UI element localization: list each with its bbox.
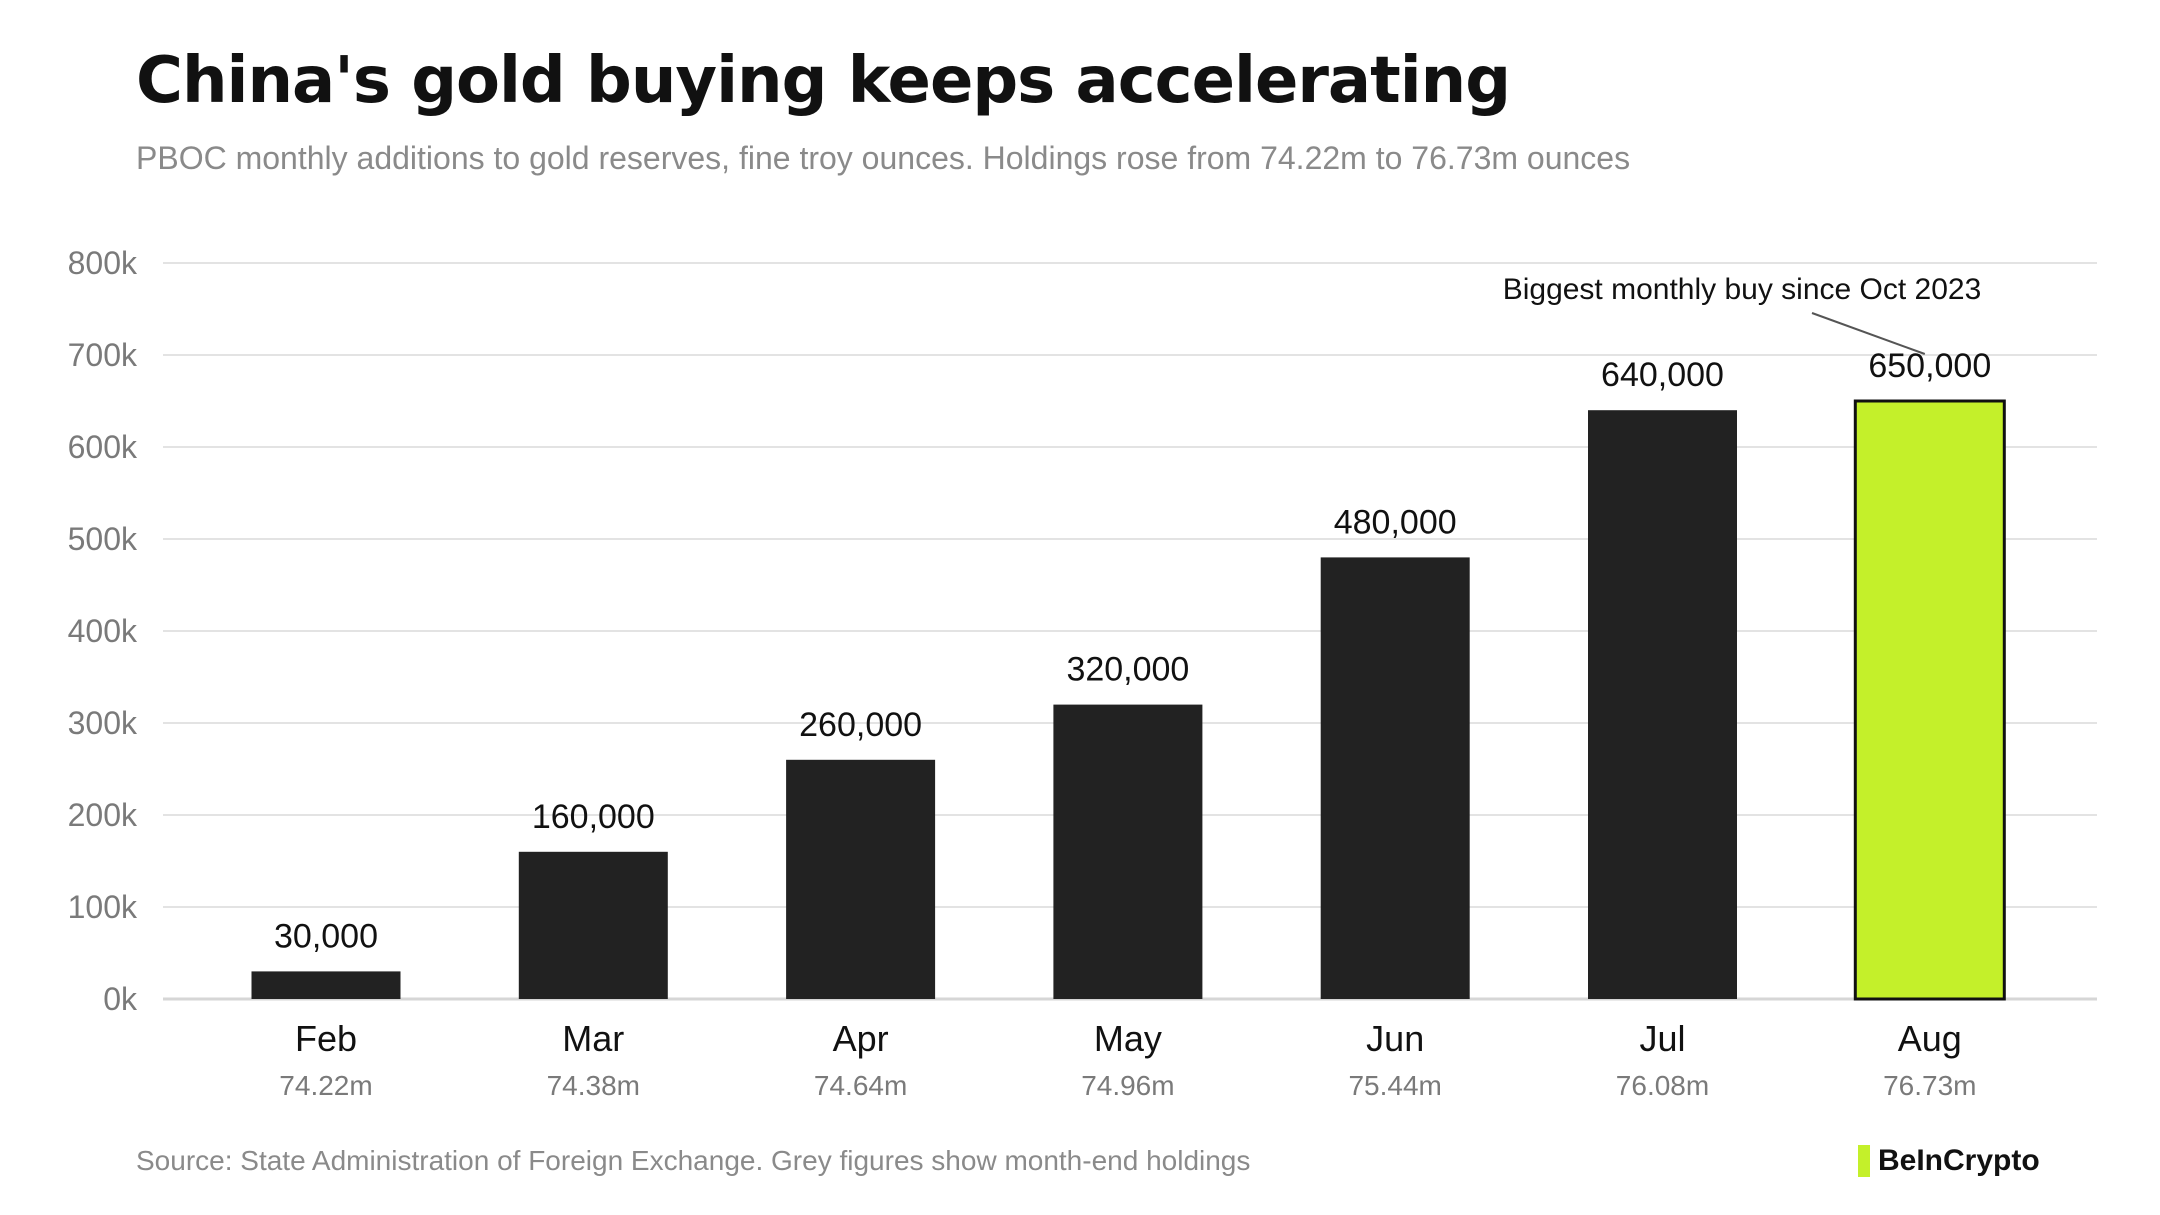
y-tick-label: 300k (68, 705, 138, 741)
x-tick-label: Aug (1898, 1018, 1962, 1059)
value-label: 30,000 (274, 917, 378, 955)
y-tick-label: 200k (68, 797, 138, 833)
holdings-label: 76.73m (1883, 1070, 1976, 1101)
annotation-text: Biggest monthly buy since Oct 2023 (1503, 273, 1982, 306)
holdings-label: 74.96m (1081, 1070, 1174, 1101)
bar-jul (1588, 410, 1737, 999)
x-tick-label: Jul (1639, 1018, 1685, 1059)
x-tick-label: Feb (295, 1018, 357, 1059)
x-tick-label: Apr (833, 1018, 889, 1059)
y-tick-label: 700k (68, 337, 138, 373)
bar-aug (1853, 399, 2006, 1001)
holdings-label: 76.08m (1616, 1070, 1709, 1101)
data-labels: 30,000 160,000 260,000 320,000 480,000 640,00… (274, 347, 1991, 955)
source-note: Source: State Administration of Foreign … (136, 1145, 1251, 1176)
value-label: 320,000 (1066, 651, 1189, 689)
annotation-leader-line (1811, 312, 1926, 355)
holdings-label: 74.38m (547, 1070, 640, 1101)
bar-may (1053, 704, 1203, 999)
value-label: 480,000 (1334, 503, 1457, 541)
y-tick-label: 500k (68, 521, 138, 557)
y-axis-ticks: 0k 100k 200k 300k 400k 500k 600k 700k 800k (68, 245, 138, 1017)
bars (251, 399, 2006, 1001)
value-label: 160,000 (532, 798, 655, 836)
value-label: 640,000 (1601, 356, 1724, 394)
y-tick-label: 100k (68, 889, 138, 925)
gridlines (163, 262, 2097, 1001)
brand-name: BeInCrypto (1878, 1144, 2040, 1177)
value-label: 260,000 (799, 706, 922, 744)
holdings-label: 74.22m (279, 1070, 372, 1101)
holdings-label: 75.44m (1348, 1070, 1441, 1101)
annotation: Biggest monthly buy since Oct 2023 (1503, 273, 1982, 355)
x-tick-label: Mar (562, 1018, 624, 1059)
x-axis-ticks: Feb 74.22m Mar 74.38m Apr 74.64m May 74.96m Jun 7… (279, 1018, 1976, 1101)
y-tick-label: 0k (103, 981, 138, 1017)
y-tick-label: 400k (68, 613, 138, 649)
x-tick-label: Jun (1366, 1018, 1424, 1059)
value-label: 650,000 (1868, 347, 1991, 385)
chart-title: China's gold buying keeps accelerating (136, 44, 1511, 118)
y-tick-label: 600k (68, 429, 138, 465)
x-tick-label: May (1094, 1018, 1162, 1059)
holdings-label: 74.64m (814, 1070, 907, 1101)
bar-jun (1320, 557, 1470, 999)
bar-apr (786, 759, 936, 999)
brand-mark-icon (1858, 1145, 1870, 1177)
bar-feb (251, 971, 401, 999)
brand-logo: BeInCrypto (1858, 1144, 2040, 1178)
y-tick-label: 800k (68, 245, 138, 281)
bar-mar (518, 851, 668, 999)
chart-subtitle: PBOC monthly additions to gold reserves,… (136, 140, 1631, 176)
